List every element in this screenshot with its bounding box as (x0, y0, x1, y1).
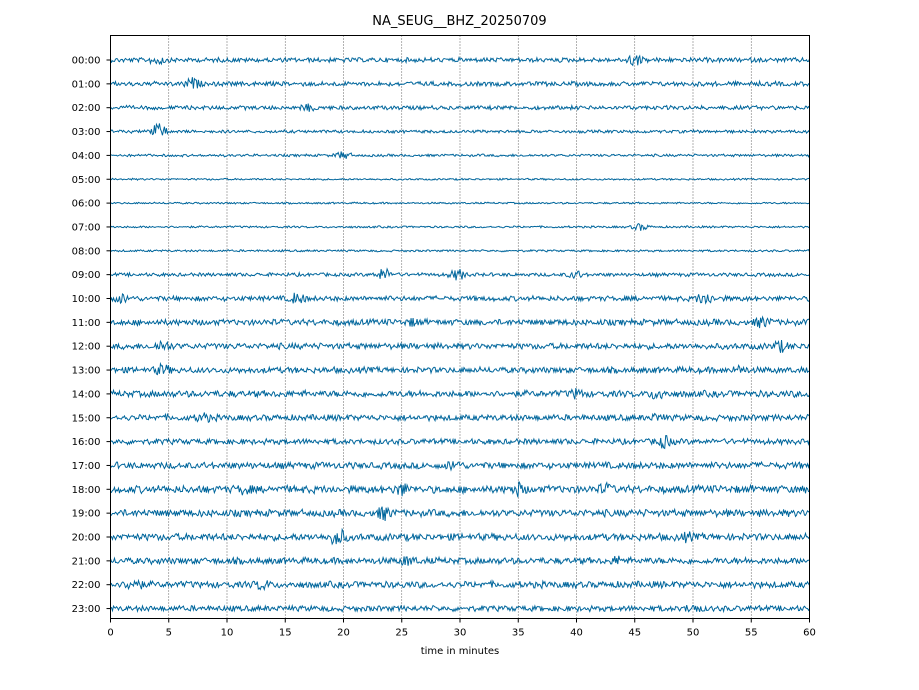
row-label: 18:00 (72, 485, 101, 496)
x-tick-label: 30 (454, 628, 467, 639)
trace-line (110, 122, 810, 136)
trace-line (110, 481, 810, 498)
trace-line (110, 77, 810, 89)
trace-line (110, 603, 810, 614)
grid-lines (168, 35, 752, 619)
row-label: 02:00 (72, 103, 101, 114)
trace-line (110, 151, 810, 159)
row-label: 06:00 (72, 199, 101, 210)
row-label: 21:00 (72, 556, 101, 567)
row-label: 16:00 (72, 437, 101, 448)
row-label: 13:00 (72, 366, 101, 377)
trace-line (110, 412, 810, 424)
trace-line (110, 435, 810, 450)
x-tick-label: 10 (221, 628, 234, 639)
row-label: 09:00 (72, 270, 101, 281)
trace-line (110, 54, 810, 67)
trace-line (110, 292, 810, 305)
row-label: 08:00 (72, 246, 101, 257)
row-label: 17:00 (72, 461, 101, 472)
trace-line (110, 223, 810, 232)
row-label: 01:00 (72, 79, 101, 90)
trace-line (110, 555, 810, 567)
x-tick-label: 35 (512, 628, 525, 639)
x-tick-label: 20 (337, 628, 350, 639)
trace-line (110, 527, 810, 546)
x-tick-label: 45 (628, 628, 641, 639)
trace-line (110, 267, 810, 281)
row-label: 03:00 (72, 127, 101, 138)
trace-line (110, 506, 810, 521)
row-label: 11:00 (72, 318, 101, 329)
row-labels: 00:00 01:00 02:00 03:00 04:00 05:00 06:00 07:00… (72, 56, 111, 615)
row-label: 14:00 (72, 389, 101, 400)
x-tick-label: 50 (687, 628, 700, 639)
row-label: 20:00 (72, 533, 101, 544)
x-axis-ticks: 0 5 10 15 20 25 30 35 40 45 50 55 60 (107, 618, 816, 639)
x-tick-label: 60 (803, 628, 816, 639)
x-tick-label: 5 (166, 628, 172, 639)
row-label: 22:00 (72, 580, 101, 591)
row-label: 00:00 (72, 56, 101, 67)
x-tick-label: 40 (570, 628, 583, 639)
trace-line (110, 339, 810, 353)
trace-rows (110, 54, 810, 614)
x-tick-label: 0 (107, 628, 113, 639)
row-label: 04:00 (72, 151, 101, 162)
trace-line (110, 201, 810, 205)
trace-line (110, 578, 810, 592)
x-axis-label: time in minutes (421, 646, 500, 657)
x-tick-label: 25 (395, 628, 408, 639)
trace-line (110, 177, 810, 182)
trace-line (110, 103, 810, 112)
row-label: 23:00 (72, 604, 101, 615)
x-tick-label: 55 (745, 628, 758, 639)
chart-title: NA_SEUG__BHZ_20250709 (372, 14, 546, 29)
row-label: 10:00 (72, 294, 101, 305)
trace-line (110, 460, 810, 472)
row-label: 12:00 (72, 342, 101, 353)
trace-line (110, 388, 810, 400)
row-label: 07:00 (72, 222, 101, 233)
trace-line (110, 248, 810, 253)
x-tick-label: 15 (279, 628, 292, 639)
row-label: 19:00 (72, 509, 101, 520)
row-label: 15:00 (72, 413, 101, 424)
row-label: 05:00 (72, 175, 101, 186)
trace-line (110, 361, 810, 376)
trace-line (110, 315, 810, 329)
